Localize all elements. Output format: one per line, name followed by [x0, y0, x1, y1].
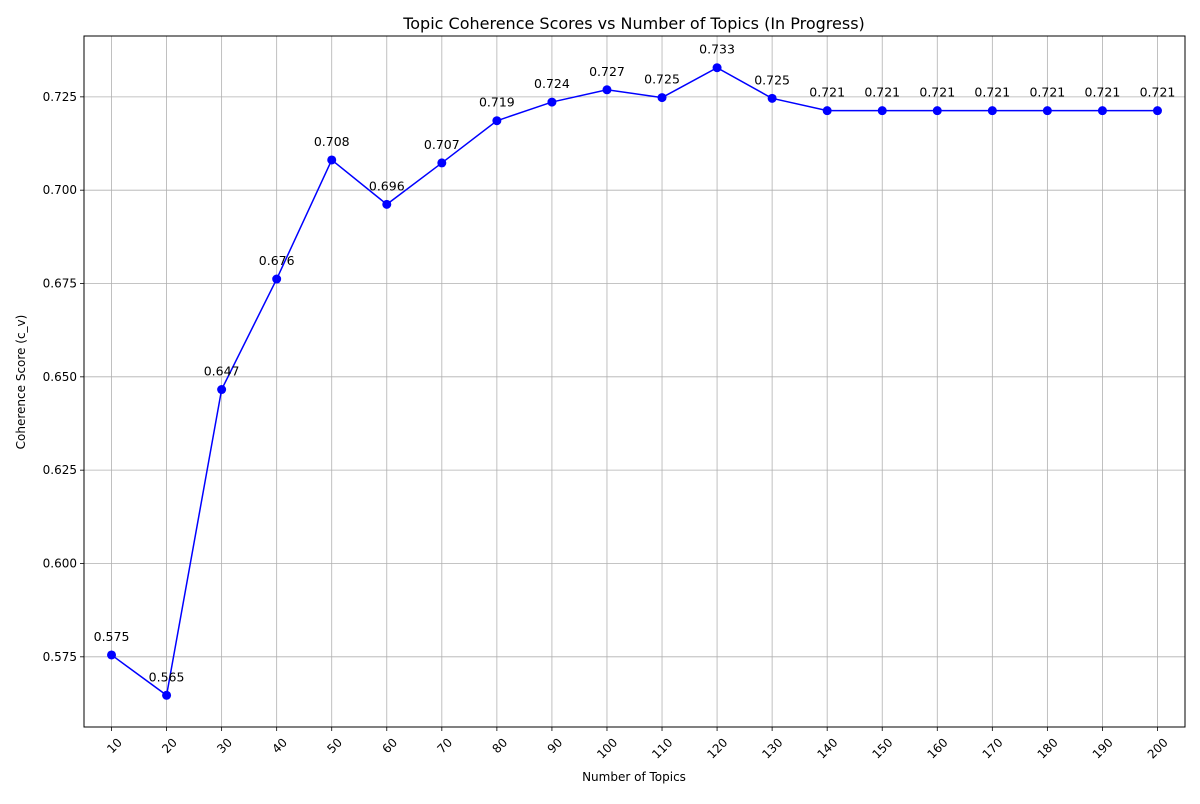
- data-point: [382, 199, 392, 209]
- series-layer: [107, 63, 1162, 700]
- data-point: [492, 116, 502, 126]
- data-label: 0.724: [534, 76, 570, 91]
- series-line: [111, 66, 1158, 697]
- data-point: [162, 690, 172, 700]
- data-point: [1042, 106, 1052, 116]
- y-tick-label: 0.625: [43, 463, 77, 477]
- data-label: 0.565: [149, 669, 185, 684]
- data-point: [877, 106, 887, 116]
- data-point: [822, 106, 832, 116]
- data-label: 0.647: [204, 364, 240, 379]
- data-label: 0.727: [589, 64, 625, 79]
- data-label: 0.575: [94, 629, 130, 644]
- data-point: [712, 63, 722, 73]
- data-point: [547, 97, 557, 107]
- data-point: [987, 106, 997, 116]
- data-label: 0.721: [1140, 85, 1176, 100]
- data-point: [602, 85, 612, 95]
- data-label: 0.721: [974, 85, 1010, 100]
- data-label: 0.707: [424, 137, 460, 152]
- data-label: 0.721: [919, 85, 955, 100]
- data-point: [767, 93, 777, 103]
- data-point: [932, 106, 942, 116]
- data-label: 0.721: [864, 85, 900, 100]
- data-point: [272, 274, 282, 284]
- y-axis-label: Coherence Score (c_v): [14, 315, 28, 450]
- data-point: [1152, 106, 1162, 116]
- data-label: 0.721: [1029, 85, 1065, 100]
- data-point: [1097, 106, 1107, 116]
- y-axis-ticks: 0.575 0.600 0.625 0.650 0.675 0.700 0.725: [43, 90, 84, 664]
- data-label: 0.719: [479, 95, 515, 110]
- data-labels: 0.575 0.565 0.647 0.676 0.708 0.696 0.707 0.719…: [94, 42, 1176, 685]
- data-point: [107, 650, 117, 660]
- data-label: 0.721: [1085, 85, 1121, 100]
- x-axis-label: Number of Topics: [582, 770, 686, 784]
- grid: [84, 36, 1185, 727]
- y-tick-label: 0.675: [43, 277, 77, 291]
- y-tick-label: 0.700: [43, 183, 77, 197]
- y-tick-label: 0.725: [43, 90, 77, 104]
- data-label: 0.733: [699, 42, 735, 57]
- data-point: [657, 93, 667, 103]
- data-label: 0.676: [259, 253, 295, 268]
- data-point: [437, 158, 447, 168]
- data-label: 0.708: [314, 134, 350, 149]
- y-tick-label: 0.600: [43, 556, 77, 570]
- data-label: 0.725: [644, 72, 680, 87]
- data-label: 0.725: [754, 72, 790, 87]
- chart-title: Topic Coherence Scores vs Number of Topi…: [402, 14, 865, 33]
- y-tick-label: 0.650: [43, 370, 77, 384]
- axes-frame: [83, 35, 1186, 728]
- y-tick-label: 0.575: [43, 650, 77, 664]
- data-point: [327, 155, 337, 165]
- data-label: 0.721: [809, 85, 845, 100]
- data-label: 0.696: [369, 178, 405, 193]
- data-point: [217, 385, 227, 395]
